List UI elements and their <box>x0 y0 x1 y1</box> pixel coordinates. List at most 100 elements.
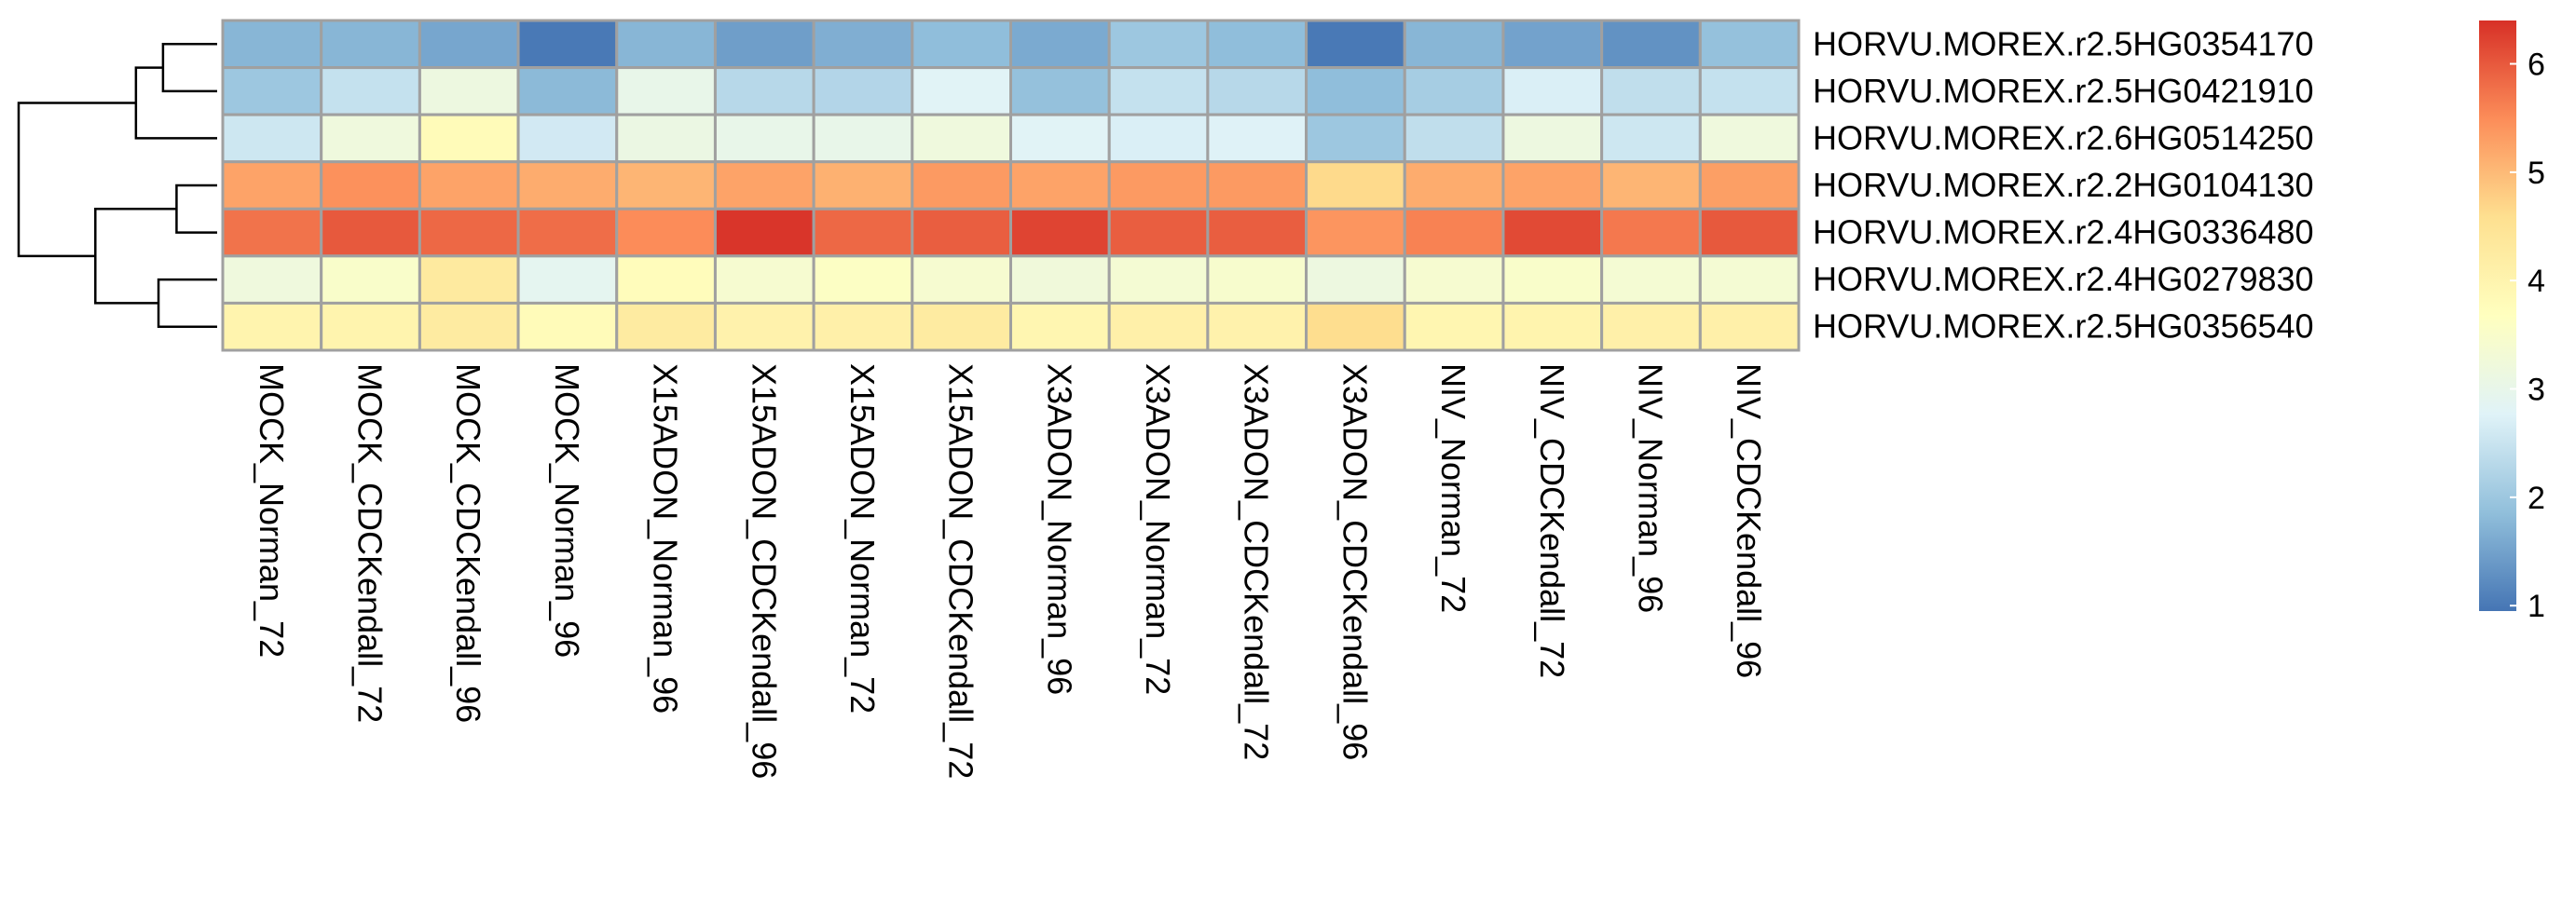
heatmap-cell <box>1305 19 1406 70</box>
heatmap-cell <box>615 113 717 164</box>
heatmap-cell <box>516 66 619 116</box>
heatmap-cell <box>1107 207 1210 258</box>
heatmap-cell <box>1698 160 1801 211</box>
heatmap-cell <box>911 66 1012 116</box>
heatmap-cell <box>1403 207 1505 258</box>
heatmap-cell <box>1403 301 1505 352</box>
heatmap-cell <box>615 207 717 258</box>
heatmap-cell <box>1206 160 1309 211</box>
column-label: X15ADON_Norman_96 <box>647 363 685 714</box>
heatmap-cell <box>221 207 323 258</box>
heatmap-cell <box>911 301 1012 352</box>
heatmap-cell <box>1600 207 1702 258</box>
heatmap-cell <box>812 207 914 258</box>
legend-tick-label: 3 <box>2528 373 2545 408</box>
column-label: X3ADON_CDCKendall_72 <box>1238 363 1276 760</box>
heatmap-cell <box>713 301 815 352</box>
heatmap-cell <box>1501 160 1604 211</box>
legend-tick-label: 6 <box>2528 48 2545 83</box>
heatmap-cell <box>713 19 815 70</box>
heatmap-cell <box>1501 301 1604 352</box>
heatmap-cell <box>1600 160 1702 211</box>
heatmap-cell <box>812 19 914 70</box>
column-label: MOCK_CDCKendall_72 <box>351 363 390 723</box>
heatmap-cell <box>1403 19 1505 70</box>
heatmap-cell <box>1698 254 1801 305</box>
heatmap-cell <box>516 160 619 211</box>
heatmap-cell <box>1107 66 1210 116</box>
heatmap-cell <box>1009 254 1111 305</box>
heatmap-cell <box>516 301 619 352</box>
heatmap-cells <box>221 19 1801 352</box>
heatmap-cell <box>418 207 520 258</box>
heatmap-cell <box>615 254 717 305</box>
heatmap-cell <box>221 113 323 164</box>
dendrogram-branch <box>134 66 217 140</box>
heatmap-cell <box>221 19 323 70</box>
heatmap-cell <box>516 113 619 164</box>
heatmap-cell <box>911 19 1012 70</box>
heatmap-cell <box>713 113 815 164</box>
heatmap-cell <box>1501 207 1604 258</box>
dendrogram-branch <box>94 208 177 305</box>
heatmap-cell <box>1305 207 1406 258</box>
legend-tick-label: 4 <box>2528 264 2545 299</box>
dendrogram-branch <box>17 102 136 258</box>
heatmap-cell <box>1206 113 1309 164</box>
heatmap-cell <box>812 301 914 352</box>
heatmap-cell <box>320 160 421 211</box>
color-legend: 1 2 3 4 5 6 <box>2479 20 2545 624</box>
row-label: HORVU.MOREX.r2.4HG0336480 <box>1813 213 2314 252</box>
heatmap-cell <box>1107 113 1210 164</box>
heatmap-cell <box>320 66 421 116</box>
column-label: MOCK_Norman_72 <box>253 363 291 658</box>
row-dendrogram <box>17 43 217 328</box>
row-label: HORVU.MOREX.r2.4HG0279830 <box>1813 260 2314 298</box>
heatmap-cell <box>1206 254 1309 305</box>
heatmap-cell <box>615 301 717 352</box>
heatmap-cell <box>1206 19 1309 70</box>
heatmap-cell <box>1305 160 1406 211</box>
heatmap-cell <box>1206 207 1309 258</box>
heatmap-cell <box>418 113 520 164</box>
heatmap-cell <box>1403 66 1505 116</box>
legend-color-bar <box>2479 20 2516 611</box>
heatmap-cell <box>812 160 914 211</box>
heatmap-cell <box>221 160 323 211</box>
column-label: X3ADON_CDCKendall_96 <box>1336 363 1374 760</box>
heatmap-cell <box>1698 19 1801 70</box>
heatmap-cell <box>320 207 421 258</box>
column-label: X3ADON_Norman_96 <box>1040 363 1078 695</box>
heatmap-cell <box>812 66 914 116</box>
column-label: X15ADON_CDCKendall_96 <box>745 363 783 779</box>
dendrogram-branch <box>161 43 217 93</box>
heatmap-cell <box>1206 66 1309 116</box>
heatmap-cell <box>1501 113 1604 164</box>
heatmap-cell <box>1206 301 1309 352</box>
dendrogram-branch <box>175 184 217 234</box>
heatmap-cell <box>1009 207 1111 258</box>
heatmap-cell <box>1600 254 1702 305</box>
legend-tick-label: 5 <box>2528 156 2545 191</box>
heatmap-cell <box>1600 113 1702 164</box>
heatmap-cell <box>516 254 619 305</box>
heatmap-cell <box>812 254 914 305</box>
column-label: X3ADON_Norman_72 <box>1139 363 1177 695</box>
heatmap-cell <box>320 301 421 352</box>
column-label: NIV_CDCKendall_72 <box>1533 363 1571 678</box>
heatmap-cell <box>911 113 1012 164</box>
heatmap-cell <box>221 66 323 116</box>
column-label: NIV_Norman_72 <box>1434 363 1473 613</box>
heatmap-cell <box>1107 19 1210 70</box>
row-label: HORVU.MOREX.r2.5HG0356540 <box>1813 307 2314 346</box>
heatmap-cell <box>1698 113 1801 164</box>
heatmap-cell <box>1600 66 1702 116</box>
heatmap-cell <box>1009 113 1111 164</box>
heatmap-cell <box>221 254 323 305</box>
heatmap-cell <box>615 19 717 70</box>
heatmap-cell <box>221 301 323 352</box>
heatmap-cell <box>1600 301 1702 352</box>
heatmap-cell <box>1403 160 1505 211</box>
heatmap-cell <box>713 66 815 116</box>
